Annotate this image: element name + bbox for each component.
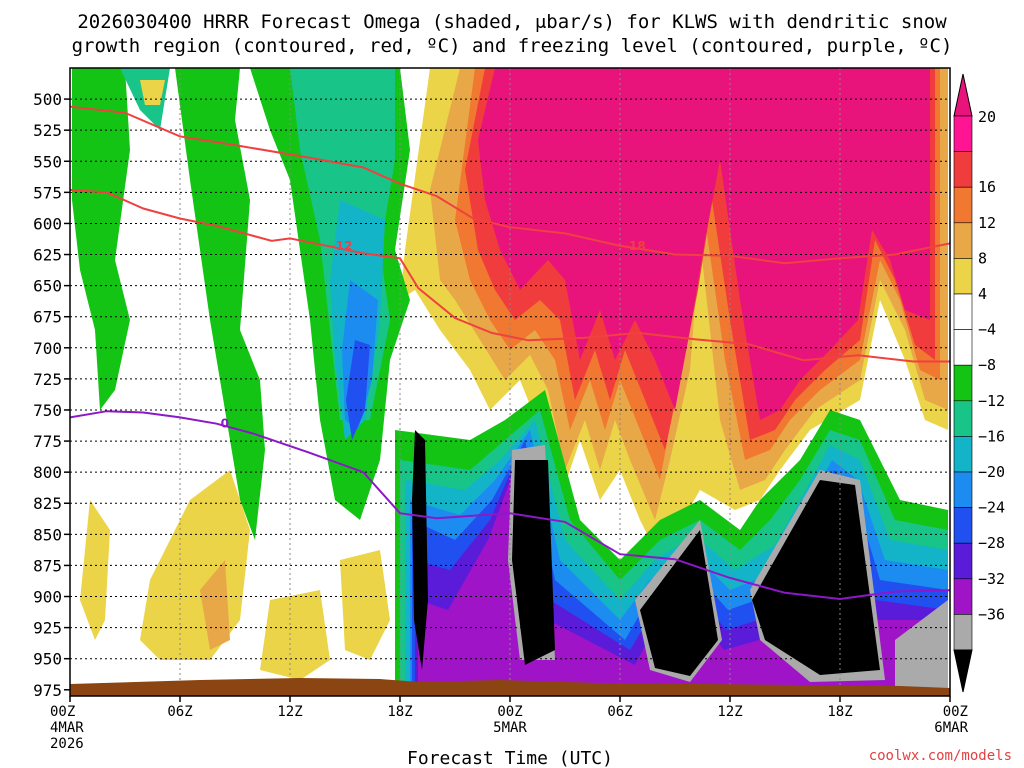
credit-text: coolwx.com/models <box>869 748 1012 764</box>
colorbar-label: −4 <box>978 321 996 339</box>
y-tick-label: 875 <box>33 556 62 575</box>
colorbar-label: −32 <box>978 570 1005 588</box>
colorbar-band <box>953 329 973 366</box>
colorbar-band <box>953 507 973 544</box>
yellow-patch-1 <box>80 500 110 640</box>
x-tick-label: 06Z <box>167 704 192 720</box>
omega-green-band-left <box>72 68 130 410</box>
y-tick-label: 775 <box>33 432 62 451</box>
colorbar-band <box>953 614 973 651</box>
omega-deep-blue-core <box>346 340 370 440</box>
orange-patch-1 <box>200 560 230 650</box>
yellow-patch-3 <box>260 590 330 680</box>
colorbar-band <box>953 471 973 508</box>
y-tick-label: 975 <box>33 681 62 700</box>
omega-shade-magenta-upper <box>520 68 600 200</box>
y-tick-label: 625 <box>33 246 62 265</box>
x-tick-label: 00Z <box>50 704 75 720</box>
y-tick-label: 825 <box>33 494 62 513</box>
colorbar-band <box>953 542 973 580</box>
x-tick-label: 12Z <box>717 704 742 720</box>
colorbar-band <box>953 258 973 295</box>
y-tick-label: 575 <box>33 183 62 202</box>
y-tick-label: 850 <box>33 525 62 544</box>
colorbar-band <box>953 186 973 224</box>
x-tick-label: 00Z <box>497 704 522 720</box>
x-tick-sublabel: 6MAR <box>934 720 968 736</box>
colorbar-label: −28 <box>978 534 1005 552</box>
colorbar-label: −20 <box>978 463 1005 481</box>
y-tick-label: 675 <box>33 308 62 327</box>
sink-black-4 <box>752 480 880 675</box>
y-tick-label: 525 <box>33 121 62 140</box>
x-tick-label: 00Z <box>943 704 968 720</box>
contour-line <box>70 188 950 363</box>
y-tick-label: 550 <box>33 152 62 171</box>
contour-line <box>70 105 950 265</box>
colorbar-label: −36 <box>978 605 1005 623</box>
y-tick-label: 800 <box>33 463 62 482</box>
colorbar-over-triangle <box>953 73 973 117</box>
plot-area: -12 -18 0 <box>70 68 950 696</box>
colorbar-label: 8 <box>978 249 987 267</box>
colorbar-band <box>953 222 973 259</box>
y-tick-label: 750 <box>33 401 62 420</box>
contour-label: -18 <box>624 239 646 253</box>
sink-black-1 <box>412 430 428 670</box>
colorbar-band <box>953 115 973 152</box>
omega-green-band-mid <box>175 68 265 540</box>
y-tick-label: 600 <box>33 214 62 233</box>
x-tick-sublabel: 4MAR <box>50 720 84 736</box>
x-tick-label: 18Z <box>827 704 852 720</box>
y-tick-label: 500 <box>33 90 62 109</box>
x-axis-label: Forecast Time (UTC) <box>407 748 613 768</box>
x-tick-label: 06Z <box>607 704 632 720</box>
y-tick-label: 950 <box>33 650 62 669</box>
colorbar-label: −12 <box>978 392 1005 410</box>
y-tick-label: 900 <box>33 588 62 607</box>
colorbar-band <box>953 436 973 473</box>
colorbar-under-triangle <box>953 649 973 693</box>
colorbar-label: 16 <box>978 178 996 196</box>
colorbar-label: −24 <box>978 499 1005 517</box>
x-tick-label: 12Z <box>277 704 302 720</box>
yellow-patch-4 <box>340 550 390 660</box>
colorbar-band <box>953 151 973 188</box>
y-tick-label: 700 <box>33 339 62 358</box>
terrain-ground <box>70 678 950 696</box>
contour-lines: -12 -18 0 <box>70 105 950 601</box>
y-axis: 500 525 550 575 600 625 650 675 700 725 750 775 800 8… <box>33 90 70 700</box>
colorbar: 20 16 12 8 4 −4 −8 −12 −16 −20 −24 −28 −32 −36 <box>953 73 1005 693</box>
x-tick-sublabel: 2026 <box>50 736 84 752</box>
sink-gray-4 <box>895 600 948 690</box>
y-tick-label: 650 <box>33 277 62 296</box>
chart-title-line2: growth region (contoured, red, ºC) and f… <box>72 35 953 57</box>
omega-positive-region <box>400 68 948 560</box>
contour-label: -12 <box>331 239 353 253</box>
y-tick-label: 725 <box>33 370 62 389</box>
chart-title-line1: 2026030400 HRRR Forecast Omega (shaded, … <box>77 11 947 33</box>
x-tick-sublabel: 5MAR <box>493 720 527 736</box>
colorbar-label: −8 <box>978 356 996 374</box>
y-tick-label: 925 <box>33 619 62 638</box>
colorbar-label: 12 <box>978 214 996 232</box>
colorbar-band <box>953 293 973 330</box>
omega-shade-magenta <box>478 68 930 420</box>
colorbar-label: 20 <box>978 108 996 126</box>
x-tick-label: 18Z <box>387 704 412 720</box>
colorbar-label: 4 <box>978 285 987 303</box>
contour-label: 0 <box>221 417 229 431</box>
colorbar-band <box>953 400 973 437</box>
colorbar-band <box>953 364 973 402</box>
contour-line <box>70 410 950 601</box>
colorbar-label: −16 <box>978 427 1005 445</box>
sink-black-2 <box>512 460 555 665</box>
colorbar-band <box>953 578 973 615</box>
